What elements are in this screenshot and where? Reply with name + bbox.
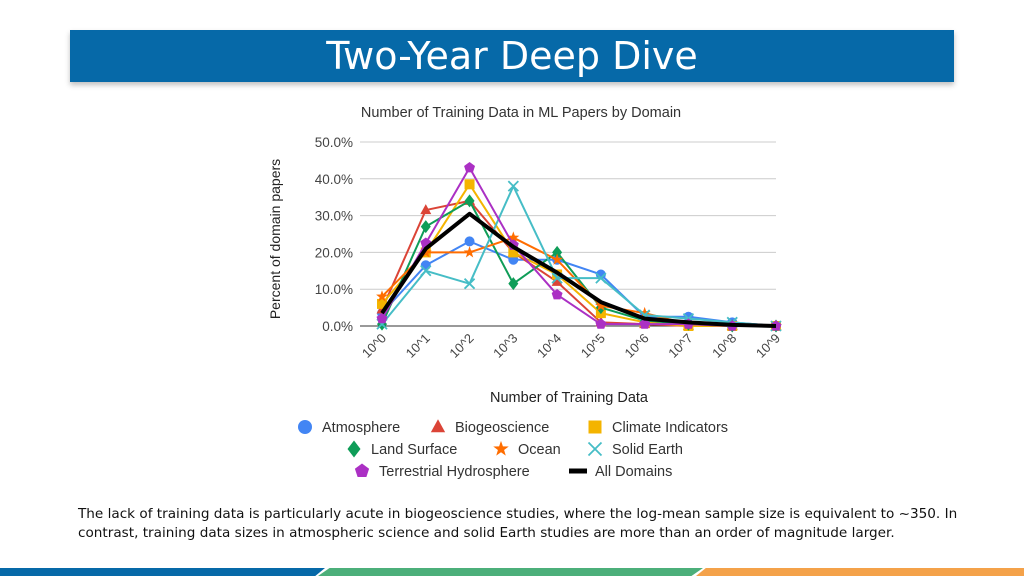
legend-label-all-domains: All Domains (595, 464, 672, 480)
slide-title: Two-Year Deep Dive (326, 34, 698, 78)
legend-swatch-climate-indicators (588, 420, 602, 434)
series-line-solid-earth (381, 185, 777, 327)
data-point-solid-earth (595, 272, 607, 284)
legend-label-biogeoscience: Biogeoscience (455, 420, 549, 436)
x-tick-label: 10^3 (490, 331, 520, 361)
x-tick-label: 10^1 (403, 331, 433, 361)
data-point-land-surface (464, 194, 475, 208)
footer-stripe-orange (696, 568, 1024, 576)
footer-stripe-green (318, 568, 703, 576)
legend-label-solid-earth: Solid Earth (612, 442, 683, 458)
y-tick-label: 0.0% (322, 319, 353, 334)
data-point-ocean (594, 299, 607, 311)
legend-swatch-solid-earth (587, 441, 603, 457)
data-point-land-surface (552, 245, 563, 259)
series-line-all-domains (380, 211, 777, 328)
x-tick-label: 10^4 (534, 331, 564, 361)
data-point-climate-indicators (508, 247, 519, 258)
legend-label-terrestrial-hydrosphere: Terrestrial Hydrosphere (379, 464, 530, 480)
y-axis-label: Percent of domain papers (267, 159, 283, 319)
data-point-terrestrial-hydrosphere (464, 162, 476, 173)
data-point-ocean (376, 290, 388, 302)
series-line-ocean (381, 236, 776, 327)
legend-swatch-ocean (493, 440, 509, 456)
x-tick-label: 10^9 (753, 331, 783, 361)
x-tick-label: 10^6 (622, 331, 652, 361)
data-point-atmosphere (464, 236, 475, 247)
footer-stripe-blue (0, 568, 325, 576)
legend-swatch-all-domains (569, 468, 587, 474)
line-chart: Number of Training Data in ML Papers by … (267, 105, 783, 480)
x-tick-label: 10^0 (359, 331, 389, 361)
data-point-land-surface (420, 220, 431, 234)
legend-swatch-terrestrial-hydrosphere (354, 463, 370, 478)
data-point-biogeoscience (420, 204, 432, 215)
data-point-ocean (463, 246, 476, 258)
data-point-terrestrial-hydrosphere (639, 318, 651, 329)
legend-label-climate-indicators: Climate Indicators (612, 420, 728, 436)
data-point-ocean (638, 306, 651, 319)
legend-label-land-surface: Land Surface (371, 442, 457, 458)
x-tick-label: 10^8 (709, 331, 739, 361)
data-point-solid-earth (507, 180, 519, 192)
data-point-climate-indicators (464, 179, 475, 190)
chart-title: Number of Training Data in ML Papers by … (361, 105, 681, 121)
legend-label-ocean: Ocean (518, 442, 561, 458)
legend-label-atmosphere: Atmosphere (322, 420, 400, 436)
data-point-terrestrial-hydrosphere (595, 318, 607, 329)
x-tick-label: 10^2 (446, 331, 476, 361)
y-tick-label: 40.0% (315, 172, 353, 187)
legend-swatch-biogeoscience (430, 419, 446, 433)
x-tick-label: 10^7 (665, 331, 695, 361)
y-tick-label: 10.0% (315, 282, 353, 297)
x-tick-label: 10^5 (578, 331, 608, 361)
data-point-climate-indicators (377, 298, 387, 309)
data-point-ocean (507, 231, 520, 243)
y-tick-label: 20.0% (315, 245, 353, 260)
data-point-ocean (551, 253, 564, 265)
data-point-biogeoscience (551, 275, 563, 286)
slide-caption: The lack of training data is particularl… (78, 506, 958, 541)
legend-swatch-land-surface (347, 440, 361, 458)
series-line-climate-indicators (381, 183, 776, 327)
series-line-biogeoscience (381, 199, 776, 327)
data-point-terrestrial-hydrosphere (376, 312, 388, 324)
series-line-land-surface (381, 199, 776, 327)
data-point-solid-earth (420, 265, 432, 277)
data-point-land-surface (508, 277, 519, 291)
data-point-terrestrial-hydrosphere (551, 288, 563, 300)
title-bar: Two-Year Deep Dive (70, 30, 954, 82)
data-point-solid-earth (463, 278, 476, 290)
legend-swatch-atmosphere (298, 420, 312, 434)
y-tick-label: 50.0% (315, 135, 353, 150)
y-tick-label: 30.0% (315, 209, 353, 224)
data-point-atmosphere (420, 260, 431, 271)
x-axis-label: Number of Training Data (490, 390, 649, 406)
data-point-atmosphere (595, 269, 606, 280)
